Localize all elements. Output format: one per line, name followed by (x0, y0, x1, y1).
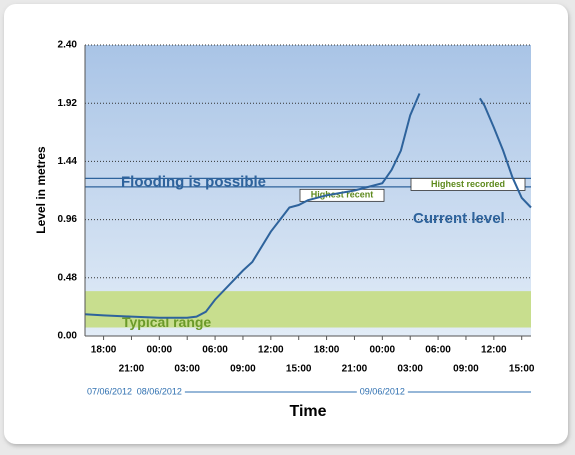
date-label-bg (356, 385, 408, 399)
series-label: Current level (413, 210, 505, 227)
marker-box (410, 178, 526, 191)
x-tick-label: 00:00 (147, 345, 173, 356)
x-tick-label: 03:00 (174, 364, 200, 375)
x-tick-label: 06:00 (425, 345, 451, 356)
x-tick-label: 18:00 (314, 345, 340, 356)
date-label-bg (133, 385, 185, 399)
x-tick-label: 00:00 (370, 345, 396, 356)
typical-range-band (85, 291, 531, 328)
level-line (84, 93, 532, 319)
threshold-label: Flooding is possible (121, 174, 266, 191)
marker-label: Highest recorded (431, 179, 505, 189)
y-tick-label: 1.44 (58, 156, 78, 167)
x-tick-label: 06:00 (202, 345, 228, 356)
x-tick-label: 09:00 (230, 364, 256, 375)
y-tick-label: 1.92 (58, 98, 78, 109)
x-tick-label: 18:00 (91, 345, 117, 356)
y-tick-label: 2.40 (58, 40, 78, 51)
marker-box (299, 188, 385, 202)
date-label: 07/06/2012 (87, 386, 132, 396)
x-tick-label: 12:00 (258, 345, 284, 356)
x-tick-label: 15:00 (509, 364, 535, 375)
date-label: 08/06/2012 (137, 386, 182, 396)
x-tick-label: 21:00 (119, 364, 145, 375)
y-tick-label: 0.96 (58, 214, 78, 225)
y-tick-label: 0.48 (58, 272, 78, 283)
x-axis-title: Time (289, 403, 326, 420)
date-label: 09/06/2012 (360, 386, 405, 396)
x-tick-label: 09:00 (453, 364, 479, 375)
x-tick-label: 21:00 (342, 364, 368, 375)
date-label-bg (84, 385, 136, 399)
y-axis-title: Level in metres (34, 146, 48, 234)
x-tick-label: 15:00 (286, 364, 312, 375)
marker-label: Highest recent (311, 190, 374, 200)
y-tick-label: 0.00 (58, 331, 78, 342)
x-tick-label: 03:00 (397, 364, 423, 375)
x-tick-label: 12:00 (481, 345, 507, 356)
